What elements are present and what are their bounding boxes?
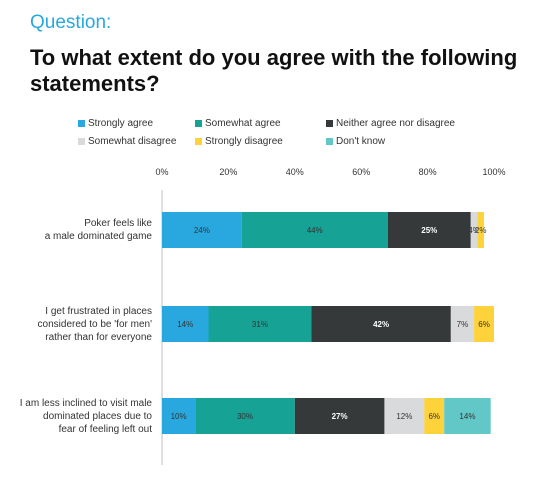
legend-item: Strongly agree xyxy=(78,118,153,129)
x-tick-label: 0% xyxy=(155,167,168,177)
x-tick-label: 40% xyxy=(286,167,304,177)
bar-segment xyxy=(241,212,388,248)
bar-segment xyxy=(450,306,475,342)
bar-segment xyxy=(474,306,494,342)
data-label: 14% xyxy=(177,320,193,329)
category-label-line: I get frustrated in places xyxy=(45,305,152,317)
category-label-line: a male dominated game xyxy=(44,231,152,242)
chart-title: To what extent do you agree with the fol… xyxy=(30,45,518,96)
data-label: 24% xyxy=(194,226,210,235)
data-label: 4% xyxy=(468,226,480,235)
bar-segment xyxy=(162,212,242,248)
legend-label: Don't know xyxy=(336,136,386,147)
bar-segment xyxy=(424,398,445,434)
legend-item: Somewhat agree xyxy=(195,118,281,129)
bar-segment xyxy=(162,398,196,434)
data-label: 6% xyxy=(428,412,440,421)
legend-label: Strongly agree xyxy=(88,118,154,129)
data-label: 44% xyxy=(307,226,323,235)
data-label: 14% xyxy=(459,412,475,421)
category-label-line: Poker feels like xyxy=(84,218,152,229)
category-label-line: considered to be 'for men' xyxy=(37,318,152,330)
data-label: 31% xyxy=(252,320,268,329)
category-label-line: fear of feeling left out xyxy=(58,423,152,435)
category-label-line: dominated places due to xyxy=(43,410,152,422)
legend-item: Neither agree nor disagree xyxy=(326,118,455,129)
legend-swatch xyxy=(78,120,85,127)
bar-segment xyxy=(195,398,295,434)
x-tick-label: 20% xyxy=(219,167,237,177)
category-label: I get frustrated in places considered to … xyxy=(4,305,152,344)
legend-swatch xyxy=(195,138,202,145)
data-label: 25% xyxy=(421,226,437,235)
x-tick-label: 60% xyxy=(352,167,370,177)
question-label: Question: xyxy=(30,12,112,33)
legend-swatch xyxy=(195,120,202,127)
category-label-line: I am less inclined to visit male xyxy=(19,397,152,409)
legend-label: Somewhat disagree xyxy=(88,136,177,147)
category-label-line: rather than for everyone xyxy=(45,331,152,343)
data-label: 42% xyxy=(373,320,389,329)
bar-segment xyxy=(477,212,485,248)
category-label: Poker feels like a male dominated game xyxy=(4,217,152,243)
category-label: I am less inclined to visit male dominate… xyxy=(4,397,152,436)
data-label: 2% xyxy=(475,226,487,235)
legend-swatch xyxy=(78,138,85,145)
bar-segment xyxy=(384,398,425,434)
x-tick-label: 80% xyxy=(419,167,437,177)
legend-label: Neither agree nor disagree xyxy=(336,118,455,129)
legend-item: Strongly disagree xyxy=(195,136,283,147)
legend-item: Don't know xyxy=(326,136,385,147)
data-label: 30% xyxy=(237,412,253,421)
bar-segment xyxy=(294,398,385,434)
data-label: 12% xyxy=(396,412,412,421)
legend-label: Strongly disagree xyxy=(205,136,283,147)
bar-segment xyxy=(387,212,471,248)
legend-label: Somewhat agree xyxy=(205,118,281,129)
x-tick-label: 100% xyxy=(482,167,505,177)
bar-segment xyxy=(208,306,312,342)
data-label: 6% xyxy=(478,320,490,329)
bar-segment xyxy=(444,398,491,434)
bar-segment xyxy=(470,212,478,248)
bar-segment xyxy=(162,306,209,342)
data-label: 7% xyxy=(457,320,469,329)
legend-swatch xyxy=(326,138,333,145)
legend-item: Somewhat disagree xyxy=(78,136,176,147)
data-label: 10% xyxy=(171,412,187,421)
legend-swatch xyxy=(326,120,333,127)
data-label: 27% xyxy=(332,412,348,421)
bar-segment xyxy=(311,306,451,342)
